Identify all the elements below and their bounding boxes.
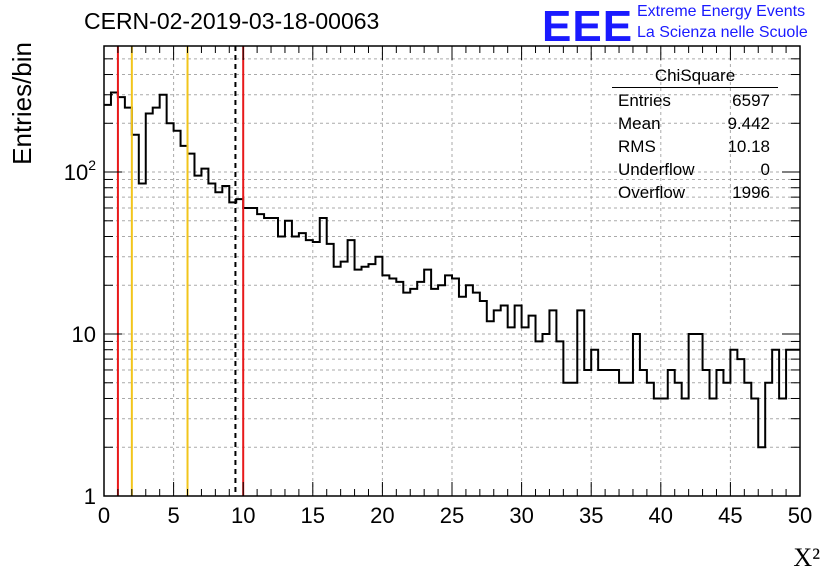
stats-value: 10.18 — [727, 137, 770, 156]
stats-value: 0 — [760, 160, 770, 179]
histogram-steps — [104, 91, 800, 449]
x-tick-label: 15 — [301, 503, 325, 528]
stats-label: Entries — [618, 91, 671, 110]
x-tick-label: 50 — [788, 503, 812, 528]
x-tick-label: 30 — [509, 503, 533, 528]
stats-row-rms: RMS 10.18 — [612, 135, 778, 158]
stats-row-mean: Mean 9.442 — [612, 112, 778, 135]
stats-row-underflow: Underflow 0 — [612, 158, 778, 181]
y-tick-label: 10 — [72, 322, 96, 347]
stats-label: Mean — [618, 114, 661, 133]
y-tick-label: 1 — [84, 484, 96, 509]
x-tick-label: 35 — [579, 503, 603, 528]
x-tick-label: 25 — [440, 503, 464, 528]
stats-label: Overflow — [618, 183, 686, 202]
y-tick-label: 102 — [64, 157, 96, 185]
stats-label: RMS — [618, 137, 656, 156]
eee-logo: EEE — [542, 2, 634, 51]
x-tick-label: 5 — [167, 503, 179, 528]
logo-subtitle-line1: Extreme Energy Events — [637, 3, 806, 20]
stats-label: Underflow — [618, 160, 695, 179]
x-axis-label: X² — [793, 543, 820, 572]
x-tick-label: 10 — [231, 503, 255, 528]
stats-title: ChiSquare — [612, 66, 778, 88]
x-tick-label: 20 — [370, 503, 394, 528]
x-tick-label: 40 — [649, 503, 673, 528]
stats-row-overflow: Overflow 1996 — [612, 181, 778, 204]
run-title: CERN-02-2019-03-18-00063 — [84, 8, 380, 34]
stats-box: ChiSquare Entries 6597 Mean 9.442 RMS 10… — [612, 66, 778, 204]
stats-value: 9.442 — [727, 114, 770, 133]
x-tick-label: 45 — [718, 503, 742, 528]
x-tick-label: 0 — [98, 503, 110, 528]
stats-value: 1996 — [732, 183, 770, 202]
stats-value: 6597 — [732, 91, 770, 110]
y-axis-label: Entries/bin — [7, 42, 37, 165]
logo-subtitle-line2: La Scienza nelle Scuole — [637, 24, 808, 41]
stats-row-entries: Entries 6597 — [612, 89, 778, 112]
